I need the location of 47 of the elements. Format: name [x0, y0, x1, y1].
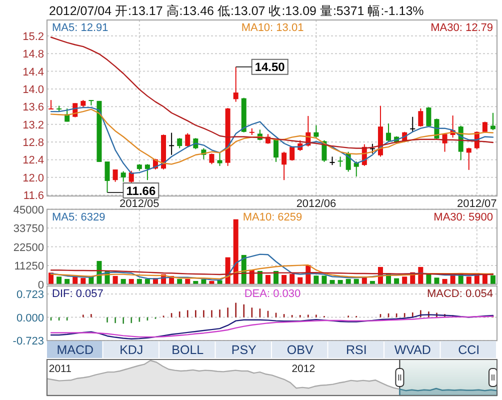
annotation: 14.50 — [235, 58, 288, 75]
annotation: 11.66 — [106, 182, 160, 198]
y-tick-label: 45000 — [13, 204, 44, 216]
x-tick-label: 2011 — [48, 363, 72, 375]
x-tick-label: 2012/07 — [457, 198, 497, 210]
y-tick-label: 0 — [38, 279, 44, 292]
legend: MA5: 12.91 MA10: 13.01 MA30: 12.79 — [52, 22, 493, 34]
category-label: KDJ — [120, 343, 144, 357]
y-tick-label: 13.2 — [22, 119, 44, 132]
y-tick-label: 22500 — [13, 242, 44, 254]
y-tick-label: 0.723 — [16, 288, 44, 301]
annotation: 14.50 — [254, 60, 286, 74]
title: 2012/07/04 开:13.17 高:13.46 低:13.07 收:13.09 量:5371 幅:-1.13% — [49, 4, 424, 18]
tab: BOLL — [160, 341, 215, 358]
y-tick-label: 14.8 — [22, 48, 44, 61]
y-tick-label: 0.000 — [16, 312, 44, 324]
y-tick-label: 33750 — [13, 223, 44, 236]
y-tick-label: 13.6 — [22, 102, 44, 114]
y-tick-label: 14.4 — [22, 66, 44, 78]
category-label: PSY — [231, 343, 258, 357]
category-label: CCI — [458, 343, 480, 357]
y-tick-label: -0.723 — [12, 336, 44, 348]
tab: WVAD — [384, 341, 440, 358]
tab: OBV — [272, 341, 328, 358]
x-tick-label: 2012/06 — [296, 198, 336, 210]
tab: MACD — [47, 341, 102, 358]
category-label: OBV — [286, 343, 314, 357]
y-tick-label: 11.6 — [23, 190, 44, 202]
tab: PSY — [216, 341, 271, 358]
y-tick-label: 12.8 — [22, 137, 44, 150]
tab: KDJ — [103, 341, 158, 358]
annotation: 11.66 — [126, 184, 156, 198]
x-tick-label: 2012/05 — [120, 198, 160, 210]
tab: RSI — [328, 341, 384, 358]
y-tick-label: 11250 — [14, 260, 44, 273]
legend: MA5: 6329 MA10: 6259 MA30: 5900 — [52, 211, 493, 224]
tab: CCI — [440, 341, 496, 358]
category-label: BOLL — [172, 343, 204, 357]
legend: DIF: 0.057 DEA: 0.030 MACD: 0.054 — [52, 288, 493, 300]
x-tick-label: 2012 — [292, 363, 316, 375]
y-tick-label: 12.4 — [22, 154, 44, 167]
category-label: MACD — [56, 343, 94, 357]
y-tick-label: 14.0 — [22, 84, 44, 96]
y-tick-label: 12.0 — [22, 172, 44, 184]
category-label: WVAD — [394, 343, 431, 357]
category-label: RSI — [346, 343, 367, 357]
y-tick-label: 15.2 — [22, 30, 44, 43]
